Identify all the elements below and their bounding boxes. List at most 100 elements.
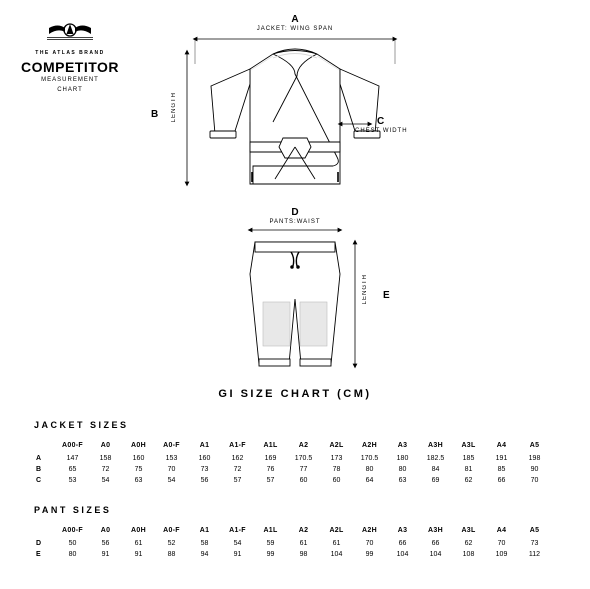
atlas-logo-icon xyxy=(45,20,95,48)
brand-tagline: THE ATLAS BRAND xyxy=(20,50,120,56)
row-label: E xyxy=(34,549,56,560)
label-d-text: PANTS:WAIST xyxy=(145,219,445,225)
size-cell: 169 xyxy=(254,453,287,464)
size-cell: 61 xyxy=(287,538,320,549)
size-header: A4 xyxy=(485,440,518,453)
size-cell: 70 xyxy=(155,464,188,475)
size-cell: 158 xyxy=(89,453,122,464)
size-cell: 54 xyxy=(89,475,122,486)
size-cell: 91 xyxy=(122,549,155,560)
row-label: C xyxy=(34,475,56,486)
table-corner xyxy=(34,525,56,538)
garment-diagram-icon xyxy=(145,14,445,384)
size-header: A1-F xyxy=(221,440,254,453)
brand-sub1: MEASUREMENT xyxy=(20,76,120,84)
size-header: A0 xyxy=(89,440,122,453)
size-header: A3 xyxy=(386,440,419,453)
table-row: B657275707372767778808084818590 xyxy=(34,464,551,475)
size-cell: 56 xyxy=(188,475,221,486)
size-cell: 58 xyxy=(188,538,221,549)
size-cell: 56 xyxy=(89,538,122,549)
size-cell: 88 xyxy=(155,549,188,560)
size-header: A1-F xyxy=(221,525,254,538)
size-header: A2H xyxy=(353,440,386,453)
size-cell: 66 xyxy=(485,475,518,486)
size-cell: 99 xyxy=(353,549,386,560)
brand-sub2: CHART xyxy=(20,86,120,94)
size-cell: 182.5 xyxy=(419,453,452,464)
size-header: A3L xyxy=(452,525,485,538)
size-cell: 81 xyxy=(452,464,485,475)
size-cell: 90 xyxy=(518,464,551,475)
label-e-letter: E xyxy=(383,290,390,301)
size-cell: 104 xyxy=(320,549,353,560)
size-cell: 153 xyxy=(155,453,188,464)
size-cell: 160 xyxy=(122,453,155,464)
size-cell: 78 xyxy=(320,464,353,475)
label-a-text: JACKET: WING SPAN xyxy=(145,26,445,32)
label-d-letter: D xyxy=(145,207,445,218)
size-cell: 72 xyxy=(89,464,122,475)
table-row: A147158160153160162169170.5173170.518018… xyxy=(34,453,551,464)
size-cell: 173 xyxy=(320,453,353,464)
size-header: A0-F xyxy=(155,525,188,538)
size-header: A0 xyxy=(89,525,122,538)
size-cell: 57 xyxy=(254,475,287,486)
size-cell: 147 xyxy=(56,453,89,464)
size-cell: 191 xyxy=(485,453,518,464)
size-header: A2 xyxy=(287,525,320,538)
size-cell: 73 xyxy=(188,464,221,475)
label-b-text: LENGTH xyxy=(171,92,177,122)
size-cell: 66 xyxy=(386,538,419,549)
size-header: A00-F xyxy=(56,440,89,453)
size-cell: 170.5 xyxy=(287,453,320,464)
size-cell: 54 xyxy=(221,538,254,549)
size-cell: 57 xyxy=(221,475,254,486)
size-cell: 50 xyxy=(56,538,89,549)
table-row: D505661525854596161706666627073 xyxy=(34,538,551,549)
measurement-diagram: A JACKET: WING SPAN B LENGTH C CHEST WID… xyxy=(145,14,445,374)
size-cell: 62 xyxy=(452,475,485,486)
jacket-size-table: A00-FA0A0HA0-FA1A1-FA1LA2A2LA2HA3A3HA3LA… xyxy=(34,440,551,486)
row-label: D xyxy=(34,538,56,549)
size-header: A1 xyxy=(188,440,221,453)
size-cell: 104 xyxy=(386,549,419,560)
size-header: A5 xyxy=(518,440,551,453)
size-cell: 70 xyxy=(518,475,551,486)
size-cell: 60 xyxy=(287,475,320,486)
size-cell: 69 xyxy=(419,475,452,486)
size-cell: 70 xyxy=(353,538,386,549)
size-cell: 108 xyxy=(452,549,485,560)
brand-block: THE ATLAS BRAND COMPETITOR MEASUREMENT C… xyxy=(20,20,120,95)
size-cell: 162 xyxy=(221,453,254,464)
size-cell: 76 xyxy=(254,464,287,475)
size-cell: 73 xyxy=(518,538,551,549)
size-header: A3H xyxy=(419,440,452,453)
size-cell: 63 xyxy=(122,475,155,486)
size-cell: 112 xyxy=(518,549,551,560)
size-cell: 85 xyxy=(485,464,518,475)
size-cell: 63 xyxy=(386,475,419,486)
size-header: A5 xyxy=(518,525,551,538)
size-cell: 80 xyxy=(353,464,386,475)
size-cell: 65 xyxy=(56,464,89,475)
size-cell: 60 xyxy=(320,475,353,486)
jacket-section-title: JACKET SIZES xyxy=(34,420,129,430)
size-cell: 72 xyxy=(221,464,254,475)
row-label: A xyxy=(34,453,56,464)
row-label: B xyxy=(34,464,56,475)
label-b-letter: B xyxy=(151,109,158,120)
size-cell: 62 xyxy=(452,538,485,549)
table-row: C535463545657576060646369626670 xyxy=(34,475,551,486)
label-a-letter: A xyxy=(145,14,445,25)
size-cell: 170.5 xyxy=(353,453,386,464)
size-cell: 64 xyxy=(353,475,386,486)
table-corner xyxy=(34,440,56,453)
size-cell: 59 xyxy=(254,538,287,549)
label-c-letter: C xyxy=(377,116,384,127)
size-header: A0H xyxy=(122,440,155,453)
size-header: A3L xyxy=(452,440,485,453)
size-cell: 94 xyxy=(188,549,221,560)
size-cell: 52 xyxy=(155,538,188,549)
label-e-text: LENGTH xyxy=(362,274,368,304)
